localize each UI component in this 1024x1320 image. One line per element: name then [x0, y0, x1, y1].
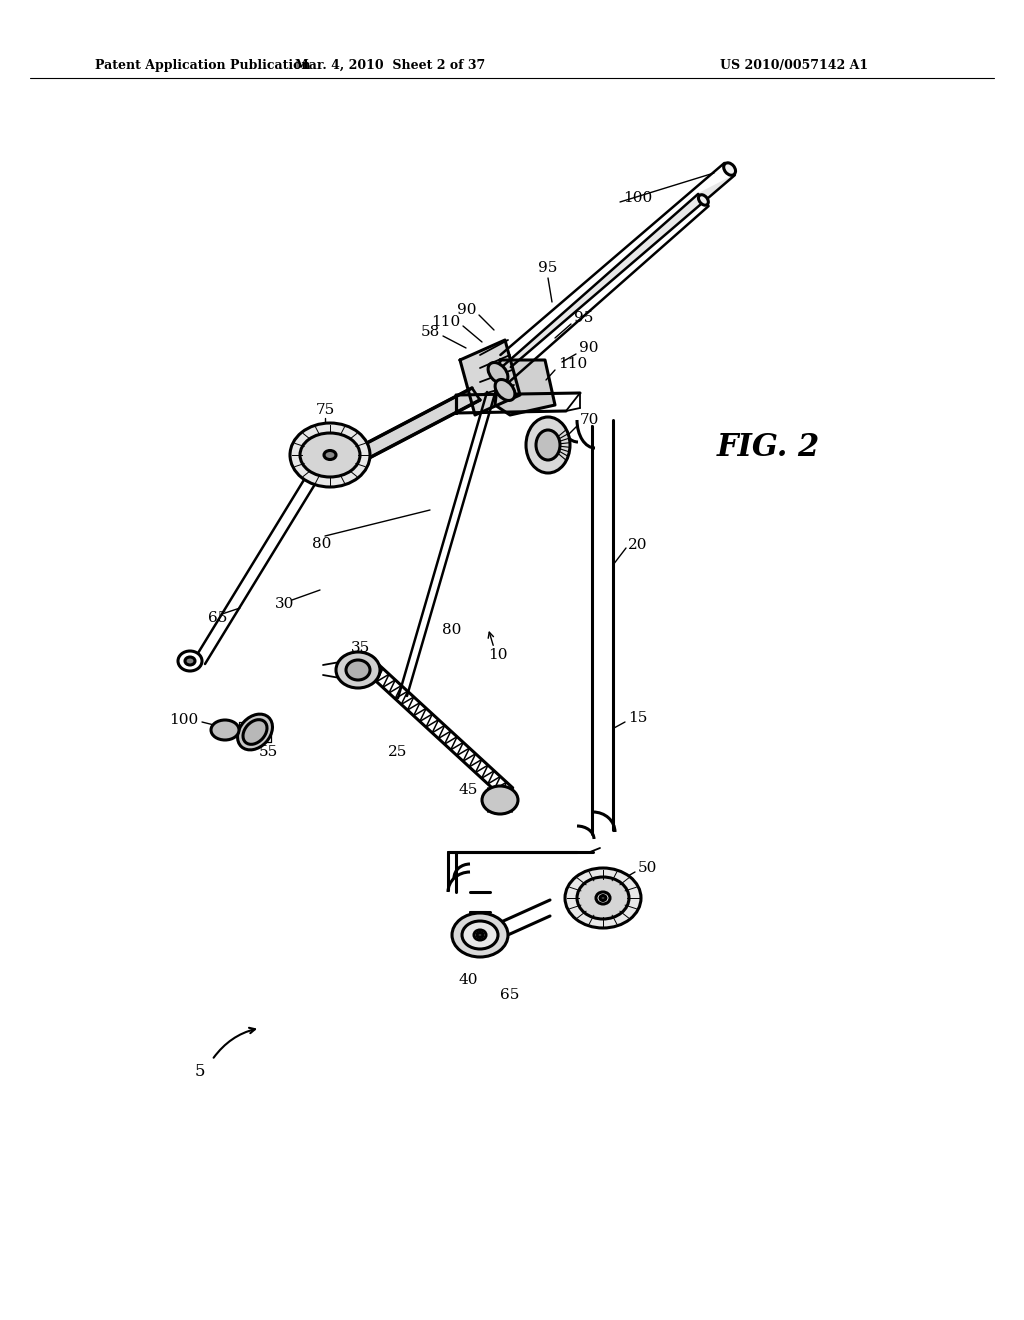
Text: 50: 50 [638, 861, 657, 875]
Text: 35: 35 [350, 642, 370, 655]
Text: 25: 25 [388, 744, 408, 759]
Polygon shape [460, 341, 520, 414]
Ellipse shape [565, 869, 641, 928]
Text: 110: 110 [558, 356, 587, 371]
Ellipse shape [452, 913, 508, 957]
Ellipse shape [496, 380, 515, 400]
Text: FIG. 2: FIG. 2 [717, 433, 819, 463]
Text: 15: 15 [628, 711, 647, 725]
Text: 95: 95 [574, 312, 593, 325]
Text: 10: 10 [488, 648, 508, 663]
Text: 80: 80 [442, 623, 462, 638]
Polygon shape [342, 388, 480, 469]
Text: 100: 100 [623, 191, 652, 205]
Ellipse shape [474, 931, 486, 940]
Ellipse shape [536, 430, 560, 459]
Ellipse shape [526, 417, 570, 473]
Text: 100: 100 [169, 713, 198, 727]
Text: 90: 90 [457, 304, 476, 317]
Ellipse shape [346, 660, 370, 680]
Text: 65: 65 [208, 611, 227, 624]
Ellipse shape [600, 895, 606, 900]
Text: 58: 58 [421, 325, 440, 339]
Ellipse shape [724, 162, 735, 176]
Text: Mar. 4, 2010  Sheet 2 of 37: Mar. 4, 2010 Sheet 2 of 37 [295, 58, 485, 71]
Polygon shape [496, 176, 735, 372]
Text: 20: 20 [628, 539, 647, 552]
Text: 45: 45 [459, 783, 477, 797]
Text: 55: 55 [258, 744, 278, 759]
Ellipse shape [577, 876, 629, 919]
Ellipse shape [185, 657, 195, 665]
Ellipse shape [596, 892, 610, 904]
Text: 70: 70 [580, 413, 599, 426]
Text: 110: 110 [431, 315, 460, 329]
Text: 30: 30 [275, 597, 295, 611]
Ellipse shape [324, 450, 336, 459]
Text: US 2010/0057142 A1: US 2010/0057142 A1 [720, 58, 868, 71]
Ellipse shape [290, 422, 370, 487]
Text: 90: 90 [579, 341, 598, 355]
Text: 65: 65 [501, 987, 520, 1002]
Polygon shape [495, 360, 555, 414]
Ellipse shape [482, 785, 518, 814]
Ellipse shape [462, 921, 498, 949]
Text: 75: 75 [315, 403, 335, 417]
Text: 80: 80 [312, 537, 332, 550]
Text: 95: 95 [539, 261, 558, 275]
Ellipse shape [477, 932, 483, 937]
Ellipse shape [243, 719, 267, 744]
Ellipse shape [211, 719, 239, 741]
Ellipse shape [238, 714, 272, 750]
Text: 40: 40 [459, 973, 478, 987]
Ellipse shape [488, 363, 508, 384]
Text: 5: 5 [195, 1064, 205, 1081]
Ellipse shape [178, 651, 202, 671]
Text: Patent Application Publication: Patent Application Publication [95, 58, 310, 71]
Ellipse shape [336, 652, 380, 688]
Ellipse shape [300, 433, 360, 477]
Ellipse shape [698, 195, 709, 205]
